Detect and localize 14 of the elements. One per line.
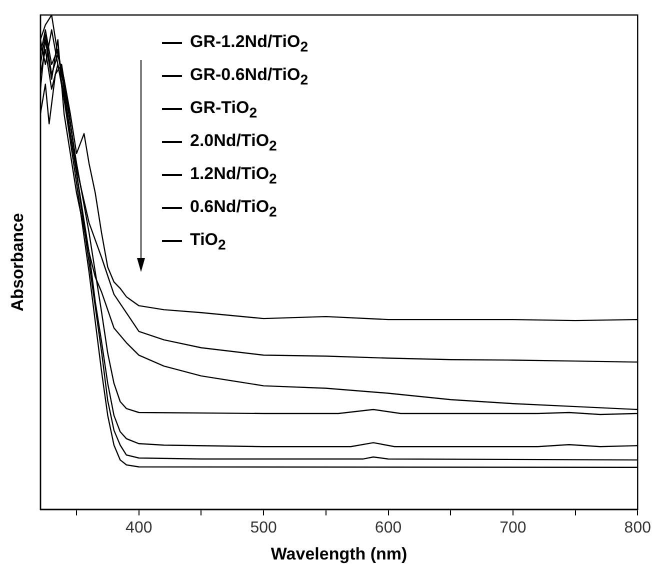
legend-label: GR-TiO$_{2}$ (190, 98, 258, 124)
legend-label: 0.6Nd/TiO$_{2}$ (190, 197, 277, 222)
x-tick-label: 800 (624, 519, 652, 536)
x-tick-label: 400 (126, 519, 152, 536)
y-axis-title: Absorbance (8, 213, 27, 312)
x-tick-label: 600 (374, 519, 402, 536)
legend-label: 2.0Nd/TiO$_{2}$ (190, 131, 277, 156)
legend-label: GR-1.2Nd/TiO$_{2}$ (190, 32, 308, 58)
x-axis-title: Wavelength (nm) (270, 544, 408, 564)
legend-label: TiO$_{2}$ (190, 230, 226, 256)
x-tick-label: 500 (250, 519, 278, 536)
legend-label: 1.2Nd/TiO$_{2}$ (190, 164, 277, 190)
x-tick-label: 700 (500, 519, 526, 536)
legend-label: GR-0.6Nd/TiO$_{2}$ (190, 65, 308, 90)
